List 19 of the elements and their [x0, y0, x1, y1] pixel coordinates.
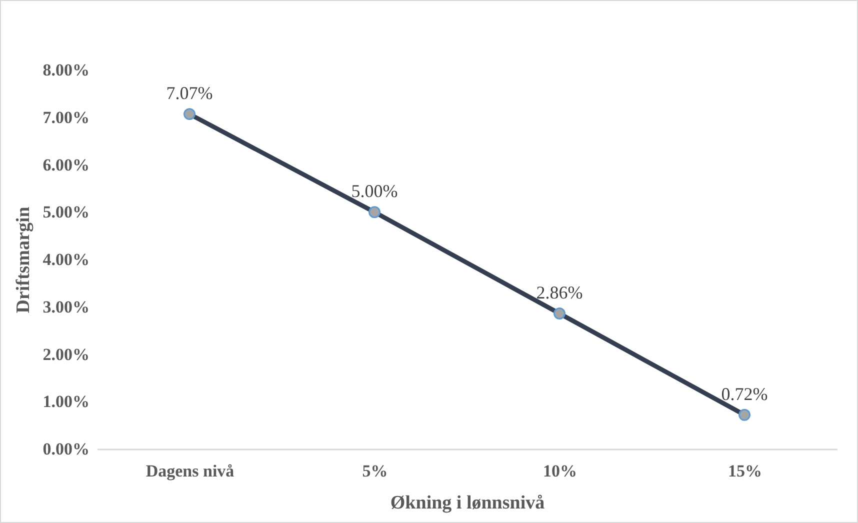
y-tick-label: 1.00% [42, 392, 90, 412]
y-tick-label: 8.00% [42, 60, 90, 80]
y-tick-label: 7.00% [42, 108, 90, 127]
x-axis-title: Økning i lønnsnivå [390, 492, 546, 514]
x-tick-label: 10% [543, 462, 577, 480]
y-tick-label: 5.00% [42, 202, 90, 222]
x-tick-label: 15% [728, 462, 762, 480]
data-label: 2.86% [536, 282, 583, 303]
data-label: 5.00% [351, 181, 398, 202]
y-tick-label: 4.00% [42, 250, 90, 269]
y-tick-label: 0.00% [42, 440, 90, 458]
y-axis-title: Driftsmargin [12, 206, 34, 314]
x-tick-label: 5% [362, 462, 388, 480]
x-tick-label: Dagens nivå [146, 462, 235, 480]
data-label: 0.72% [721, 384, 768, 404]
y-tick-label: 2.00% [42, 344, 90, 364]
y-tick-label: 3.00% [42, 297, 90, 316]
data-label: 7.07% [166, 83, 213, 104]
y-tick-label: 6.00% [42, 155, 90, 174]
